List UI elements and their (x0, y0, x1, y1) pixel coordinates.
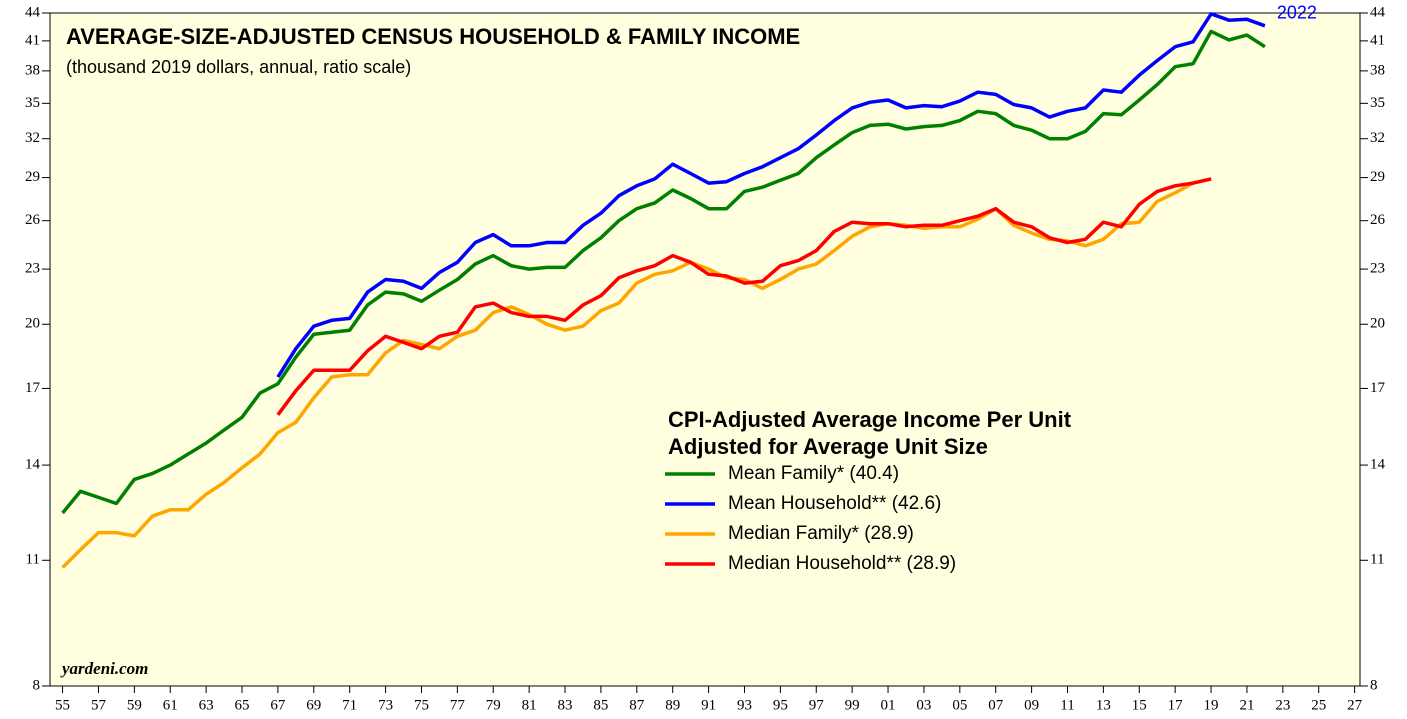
x-tick-label: 27 (1347, 697, 1363, 713)
annotation: 2022 (1277, 3, 1317, 23)
x-tick-label: 67 (270, 697, 286, 713)
x-tick-label: 87 (629, 697, 645, 713)
series-line (61, 29, 1266, 515)
legend-label: Median Household** (28.9) (728, 553, 956, 574)
x-tick-label: 15 (1132, 697, 1147, 713)
legend-label: Mean Family* (40.4) (728, 463, 899, 484)
y-tick-label: 20 (1370, 316, 1385, 332)
series-line (276, 177, 1212, 416)
y-tick-label: 38 (1370, 62, 1385, 78)
x-tick-label: 19 (1204, 697, 1219, 713)
legend-title: Adjusted for Average Unit Size (668, 434, 988, 459)
y-tick-label: 17 (25, 380, 41, 396)
x-tick-label: 03 (916, 697, 931, 713)
x-tick-label: 73 (378, 697, 393, 713)
y-tick-label: 29 (25, 169, 40, 185)
x-tick-label: 95 (773, 697, 788, 713)
y-tick-label: 32 (1370, 130, 1385, 146)
y-tick-label: 32 (25, 130, 40, 146)
x-tick-label: 57 (91, 697, 107, 713)
series-line (276, 12, 1266, 378)
x-tick-label: 97 (809, 697, 825, 713)
x-tick-label: 99 (845, 697, 860, 713)
series-line (61, 177, 1212, 569)
x-tick-label: 69 (306, 697, 321, 713)
y-tick-label: 8 (1370, 677, 1378, 693)
y-tick-label: 26 (1370, 212, 1386, 228)
x-tick-label: 17 (1168, 697, 1184, 713)
legend-label: Mean Household** (42.6) (728, 493, 941, 514)
x-tick-label: 83 (558, 697, 573, 713)
x-tick-label: 71 (342, 697, 357, 713)
x-tick-label: 23 (1275, 697, 1290, 713)
chart-subtitle: (thousand 2019 dollars, annual, ratio sc… (66, 57, 411, 77)
x-tick-label: 59 (127, 697, 142, 713)
x-tick-label: 25 (1311, 697, 1326, 713)
y-tick-label: 35 (1370, 95, 1385, 111)
y-tick-label: 14 (1370, 457, 1386, 473)
y-tick-label: 23 (1370, 261, 1385, 277)
x-tick-label: 85 (593, 697, 608, 713)
y-tick-label: 26 (25, 212, 41, 228)
x-tick-label: 09 (1024, 697, 1039, 713)
x-tick-label: 91 (701, 697, 716, 713)
x-tick-label: 61 (163, 697, 178, 713)
source: yardeni.com (60, 659, 148, 678)
x-tick-label: 11 (1060, 697, 1074, 713)
y-tick-label: 11 (26, 552, 40, 568)
y-tick-label: 38 (25, 62, 40, 78)
y-tick-label: 35 (25, 95, 40, 111)
y-tick-label: 20 (25, 316, 40, 332)
y-tick-label: 29 (1370, 169, 1385, 185)
x-tick-label: 55 (55, 697, 70, 713)
y-tick-label: 41 (25, 32, 40, 48)
x-tick-label: 89 (665, 697, 680, 713)
x-tick-label: 05 (952, 697, 967, 713)
chart-title: AVERAGE-SIZE-ADJUSTED CENSUS HOUSEHOLD &… (66, 24, 800, 49)
plot-area (49, 12, 1361, 687)
y-tick-label: 17 (1370, 380, 1386, 396)
y-tick-label: 8 (33, 677, 41, 693)
legend-label: Median Family* (28.9) (728, 523, 914, 544)
y-tick-label: 44 (1370, 4, 1386, 20)
x-tick-label: 21 (1239, 697, 1254, 713)
x-tick-label: 65 (235, 697, 250, 713)
y-tick-label: 44 (25, 4, 41, 20)
x-tick-label: 81 (522, 697, 537, 713)
x-tick-label: 75 (414, 697, 429, 713)
x-tick-label: 77 (450, 697, 466, 713)
x-tick-label: 79 (486, 697, 501, 713)
x-tick-label: 01 (881, 697, 896, 713)
x-tick-label: 07 (988, 697, 1004, 713)
y-tick-label: 11 (1370, 552, 1384, 568)
x-tick-label: 93 (737, 697, 752, 713)
y-tick-label: 14 (25, 457, 41, 473)
legend-title: CPI-Adjusted Average Income Per Unit (668, 407, 1072, 432)
y-tick-label: 41 (1370, 32, 1385, 48)
x-tick-label: 63 (199, 697, 214, 713)
x-tick-label: 13 (1096, 697, 1111, 713)
y-tick-label: 23 (25, 261, 40, 277)
